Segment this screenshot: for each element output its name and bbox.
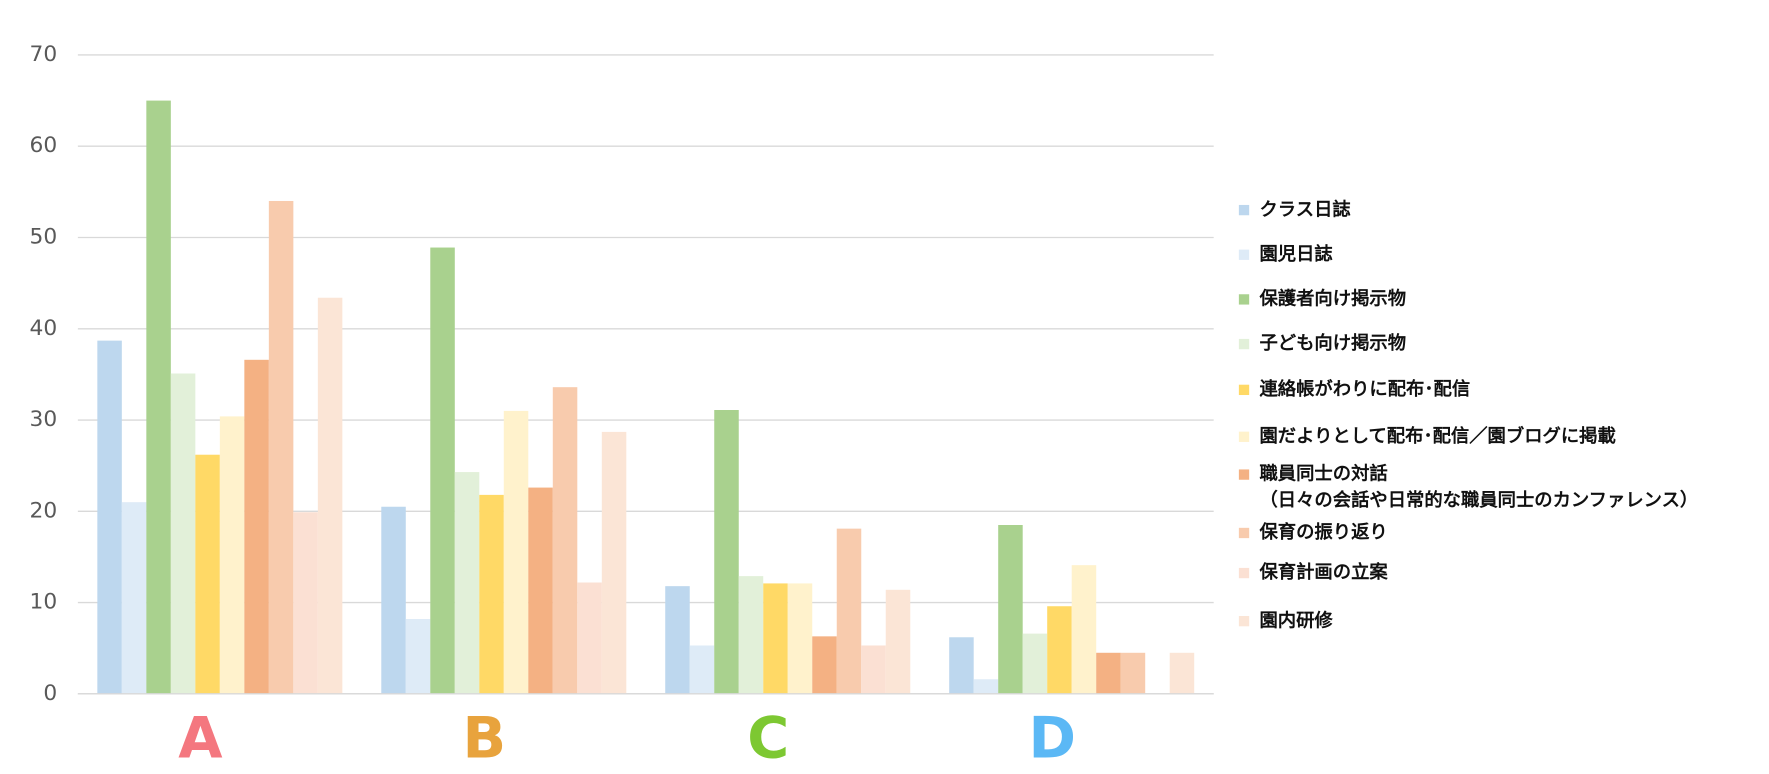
bar [121,502,147,694]
x-tick-label: B [463,706,507,772]
bar [317,297,343,694]
y-tick-label: 50 [30,224,58,249]
bar [1169,652,1195,694]
legend-swatch [1238,567,1250,579]
x-tick-label: D [1028,706,1076,772]
legend-label: 園内研修 [1259,609,1333,631]
y-tick-label: 30 [30,407,58,432]
legend-swatch [1238,615,1250,627]
bar [885,589,911,694]
bar [219,416,245,694]
y-tick-label: 60 [30,133,58,158]
bar [1071,565,1097,694]
legend-swatch [1238,384,1250,396]
x-tick-label: A [178,706,223,772]
y-tick-label: 20 [30,498,58,523]
bar [689,645,715,694]
legend-item: 保護者向け掲示物 [1259,287,1407,310]
legend-item: 職員同士の対話 （日々の会話や日常的な職員同士のカンファレンス） [1259,462,1699,511]
bar [97,340,122,694]
bar [170,373,196,694]
bar [195,454,220,694]
legend-swatch [1238,249,1250,260]
legend-item: 保育の振り返り [1259,520,1388,543]
bar [577,582,602,694]
bar [268,200,294,694]
bar [787,583,813,694]
legend-swatch [1238,204,1250,216]
bar [503,410,529,694]
bar [381,506,406,694]
legend-label: 園だよりとして配布･配信／園ブログに掲載 [1259,424,1616,447]
bar [430,247,455,694]
x-tick-label: C [747,706,789,772]
legend-label: 保育の振り返り [1259,520,1388,543]
legend-label: 園児日誌 [1259,242,1333,265]
legend-item: 子ども向け掲示物 [1259,332,1407,354]
bar [949,637,974,694]
bar [1096,652,1121,694]
bar [1047,606,1072,694]
legend-label: 子ども向け掲示物 [1259,332,1407,354]
legend-label: 保育計画の立案 [1259,561,1388,583]
legend-item: 園内研修 [1259,609,1333,631]
y-tick-label: 10 [30,590,58,615]
bar [479,494,504,694]
legend-item: 園児日誌 [1259,242,1333,265]
legend-swatch [1238,527,1250,539]
bar [812,636,837,694]
legend-label: 職員同士の対話 （日々の会話や日常的な職員同士のカンファレンス） [1259,462,1699,511]
y-tick-label: 40 [30,316,58,341]
bar [665,586,690,694]
bar [763,583,788,694]
legend-swatch [1238,294,1250,305]
legend-item: 園だよりとして配布･配信／園ブログに掲載 [1259,424,1616,447]
bar [552,387,578,694]
bar [405,619,431,694]
legend-label: 保護者向け掲示物 [1259,287,1407,310]
legend-swatch [1238,338,1250,350]
bar [1022,633,1048,694]
y-tick-label: 0 [43,681,57,706]
legend-swatch [1238,469,1250,480]
y-tick-label: 70 [30,42,58,67]
bar [293,512,318,694]
bar [738,576,764,694]
legend-item: 保育計画の立案 [1259,561,1388,583]
bar [244,359,269,694]
bar [601,431,627,694]
bar [861,645,886,694]
bar [714,410,739,694]
bar [1120,652,1146,694]
legend-label: 連絡帳がわりに配布･配信 [1259,377,1471,400]
bar [528,487,553,694]
bar [973,679,999,694]
legend-item: クラス日誌 [1259,198,1351,220]
legend-label: クラス日誌 [1259,198,1351,220]
bar [998,525,1023,694]
bar [146,100,171,694]
bar [836,528,862,694]
bar [454,472,480,694]
legend-item: 連絡帳がわりに配布･配信 [1259,377,1471,400]
legend-swatch [1238,431,1250,442]
